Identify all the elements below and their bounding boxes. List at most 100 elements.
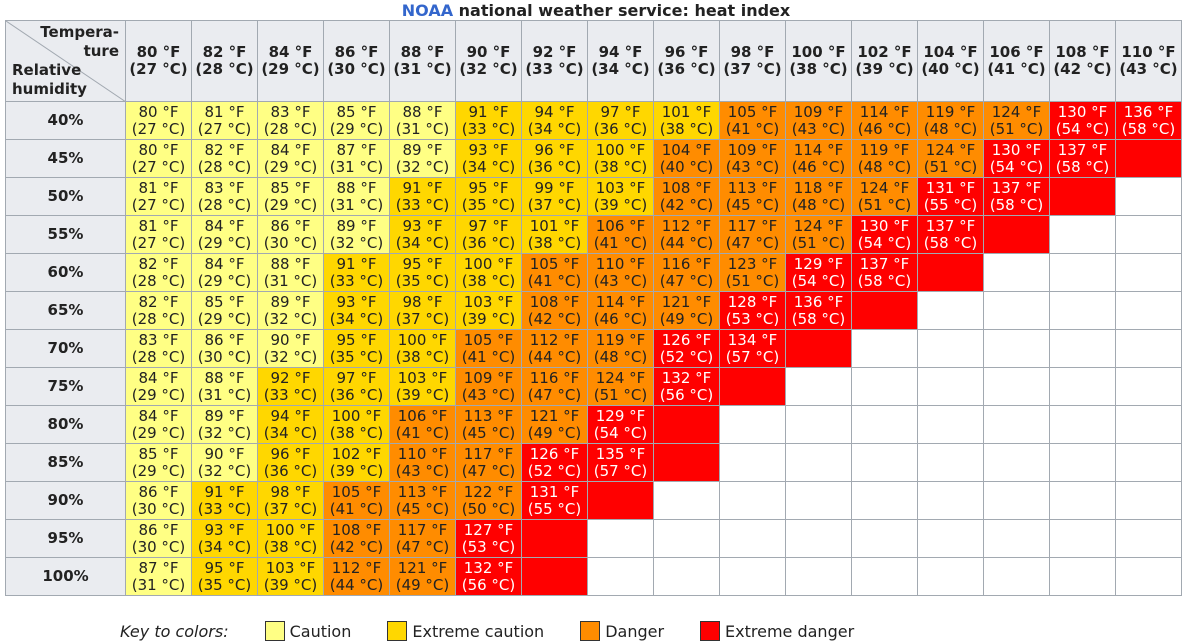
heat-index-cell: 84 °F (29 °C) (125, 405, 192, 444)
heat-index-cell: 116 °F (47 °C) (653, 253, 720, 292)
heat-index-cell: 132 °F (56 °C) (455, 557, 522, 596)
heat-index-cell: 132 °F (56 °C) (653, 367, 720, 406)
empty-cell (851, 367, 918, 406)
heat-index-cell: 117 °F (47 °C) (389, 519, 456, 558)
heat-index-cell: 80 °F (27 °C) (125, 139, 192, 178)
empty-cell (917, 481, 984, 520)
heat-index-cell: 136 °F (58 °C) (1115, 101, 1182, 140)
heat-index-cell: 96 °F (36 °C) (521, 139, 588, 178)
column-header: 82 °F (28 °C) (191, 20, 258, 102)
empty-cell (983, 329, 1050, 368)
heat-index-cell: 114 °F (46 °C) (785, 139, 852, 178)
row-header: 40% (5, 101, 126, 140)
heat-index-cell: 93 °F (34 °C) (323, 291, 390, 330)
heat-index-cell: 91 °F (33 °C) (323, 253, 390, 292)
empty-cell (1115, 443, 1182, 482)
empty-cell (983, 291, 1050, 330)
heat-index-cell (983, 215, 1050, 254)
empty-cell (983, 557, 1050, 596)
heat-index-cell: 85 °F (29 °C) (257, 177, 324, 216)
table-body: 40% 80 °F (27 °C) 81 °F (27 °C) 83 °F (28 °… (5, 101, 1182, 596)
heat-index-cell: 119 °F (48 °C) (587, 329, 654, 368)
heat-index-cell: 88 °F (31 °C) (191, 367, 258, 406)
heat-index-cell: 105 °F (41 °C) (455, 329, 522, 368)
column-header: 90 °F (32 °C) (455, 20, 522, 102)
heat-index-cell: 99 °F (37 °C) (521, 177, 588, 216)
empty-cell (983, 367, 1050, 406)
table-row: 70% 83 °F (28 °C) 86 °F (30 °C) 90 °F (32 °… (5, 329, 1182, 368)
heat-index-cell: 127 °F (53 °C) (455, 519, 522, 558)
heat-index-cell: 109 °F (43 °C) (785, 101, 852, 140)
heat-index-cell: 112 °F (44 °C) (521, 329, 588, 368)
heat-index-cell: 84 °F (29 °C) (125, 367, 192, 406)
empty-cell (785, 443, 852, 482)
empty-cell (851, 481, 918, 520)
heat-index-cell: 117 °F (47 °C) (719, 215, 786, 254)
heat-index-cell: 100 °F (38 °C) (455, 253, 522, 292)
heat-index-cell: 129 °F (54 °C) (785, 253, 852, 292)
extreme-danger-swatch (700, 621, 721, 641)
heat-index-cell: 130 °F (54 °C) (983, 139, 1050, 178)
column-header: 104 °F (40 °C) (917, 20, 984, 102)
table-row: 60% 82 °F (28 °C) 84 °F (29 °C) 88 °F (31 °… (5, 253, 1182, 292)
row-header: 60% (5, 253, 126, 292)
row-header: 80% (5, 405, 126, 444)
heat-index-cell: 97 °F (36 °C) (455, 215, 522, 254)
heat-index-cell: 92 °F (33 °C) (257, 367, 324, 406)
heat-index-cell: 81 °F (27 °C) (191, 101, 258, 140)
table-row: 100% 87 °F (31 °C) 95 °F (35 °C) 103 °F (39… (5, 557, 1182, 596)
heat-index-cell: 95 °F (35 °C) (323, 329, 390, 368)
empty-cell (1049, 405, 1116, 444)
heat-index-cell: 109 °F (43 °C) (455, 367, 522, 406)
table-row: 85% 85 °F (29 °C) 90 °F (32 °C) 96 °F (36 °… (5, 443, 1182, 482)
heat-index-cell: 117 °F (47 °C) (455, 443, 522, 482)
heat-index-cell: 129 °F (54 °C) (587, 405, 654, 444)
empty-cell (917, 367, 984, 406)
key-item-caution: Caution (264, 621, 351, 641)
heat-index-cell: 89 °F (32 °C) (257, 291, 324, 330)
heat-index-cell: 89 °F (32 °C) (389, 139, 456, 178)
empty-cell (851, 405, 918, 444)
caution-swatch (264, 621, 285, 641)
row-header: 100% (5, 557, 126, 596)
heat-index-cell: 87 °F (31 °C) (323, 139, 390, 178)
heat-index-cell: 100 °F (38 °C) (587, 139, 654, 178)
temperature-axis-label: Tempera- ture (40, 23, 119, 60)
table-row: 75% 84 °F (29 °C) 88 °F (31 °C) 92 °F (33 °… (5, 367, 1182, 406)
heat-index-cell: 118 °F (48 °C) (785, 177, 852, 216)
heat-index-cell: 124 °F (51 °C) (983, 101, 1050, 140)
empty-cell (587, 519, 654, 558)
key-title: Key to colors: (120, 621, 229, 641)
page-title: NOAA national weather service: heat inde… (0, 1, 1192, 20)
heat-index-cell: 90 °F (32 °C) (191, 443, 258, 482)
heat-index-cell: 112 °F (44 °C) (653, 215, 720, 254)
empty-cell (719, 443, 786, 482)
heat-index-cell: 119 °F (48 °C) (851, 139, 918, 178)
empty-cell (983, 253, 1050, 292)
heat-index-cell: 113 °F (45 °C) (719, 177, 786, 216)
heat-index-cell: 116 °F (47 °C) (521, 367, 588, 406)
heat-index-cell: 137 °F (58 °C) (983, 177, 1050, 216)
color-key: Key to colors: Caution Extreme caution D… (120, 620, 890, 642)
heat-index-cell: 80 °F (27 °C) (125, 101, 192, 140)
empty-cell (1115, 557, 1182, 596)
key-label: Danger (605, 621, 665, 641)
empty-cell (1049, 481, 1116, 520)
heat-index-cell: 121 °F (49 °C) (389, 557, 456, 596)
heat-index-cell: 126 °F (52 °C) (653, 329, 720, 368)
heat-index-cell (653, 405, 720, 444)
column-header: 100 °F (38 °C) (785, 20, 852, 102)
heat-index-cell: 110 °F (43 °C) (587, 253, 654, 292)
heat-index-cell: 91 °F (33 °C) (389, 177, 456, 216)
empty-cell (983, 481, 1050, 520)
column-header: 94 °F (34 °C) (587, 20, 654, 102)
heat-index-cell: 95 °F (35 °C) (191, 557, 258, 596)
heat-index-cell (917, 253, 984, 292)
heat-index-cell: 128 °F (53 °C) (719, 291, 786, 330)
empty-cell (1115, 405, 1182, 444)
heat-index-cell: 84 °F (29 °C) (257, 139, 324, 178)
heat-index-cell: 105 °F (41 °C) (719, 101, 786, 140)
humidity-axis-label: Relative humidity (12, 61, 87, 98)
empty-cell (851, 557, 918, 596)
key-label: Extreme caution (412, 621, 545, 641)
